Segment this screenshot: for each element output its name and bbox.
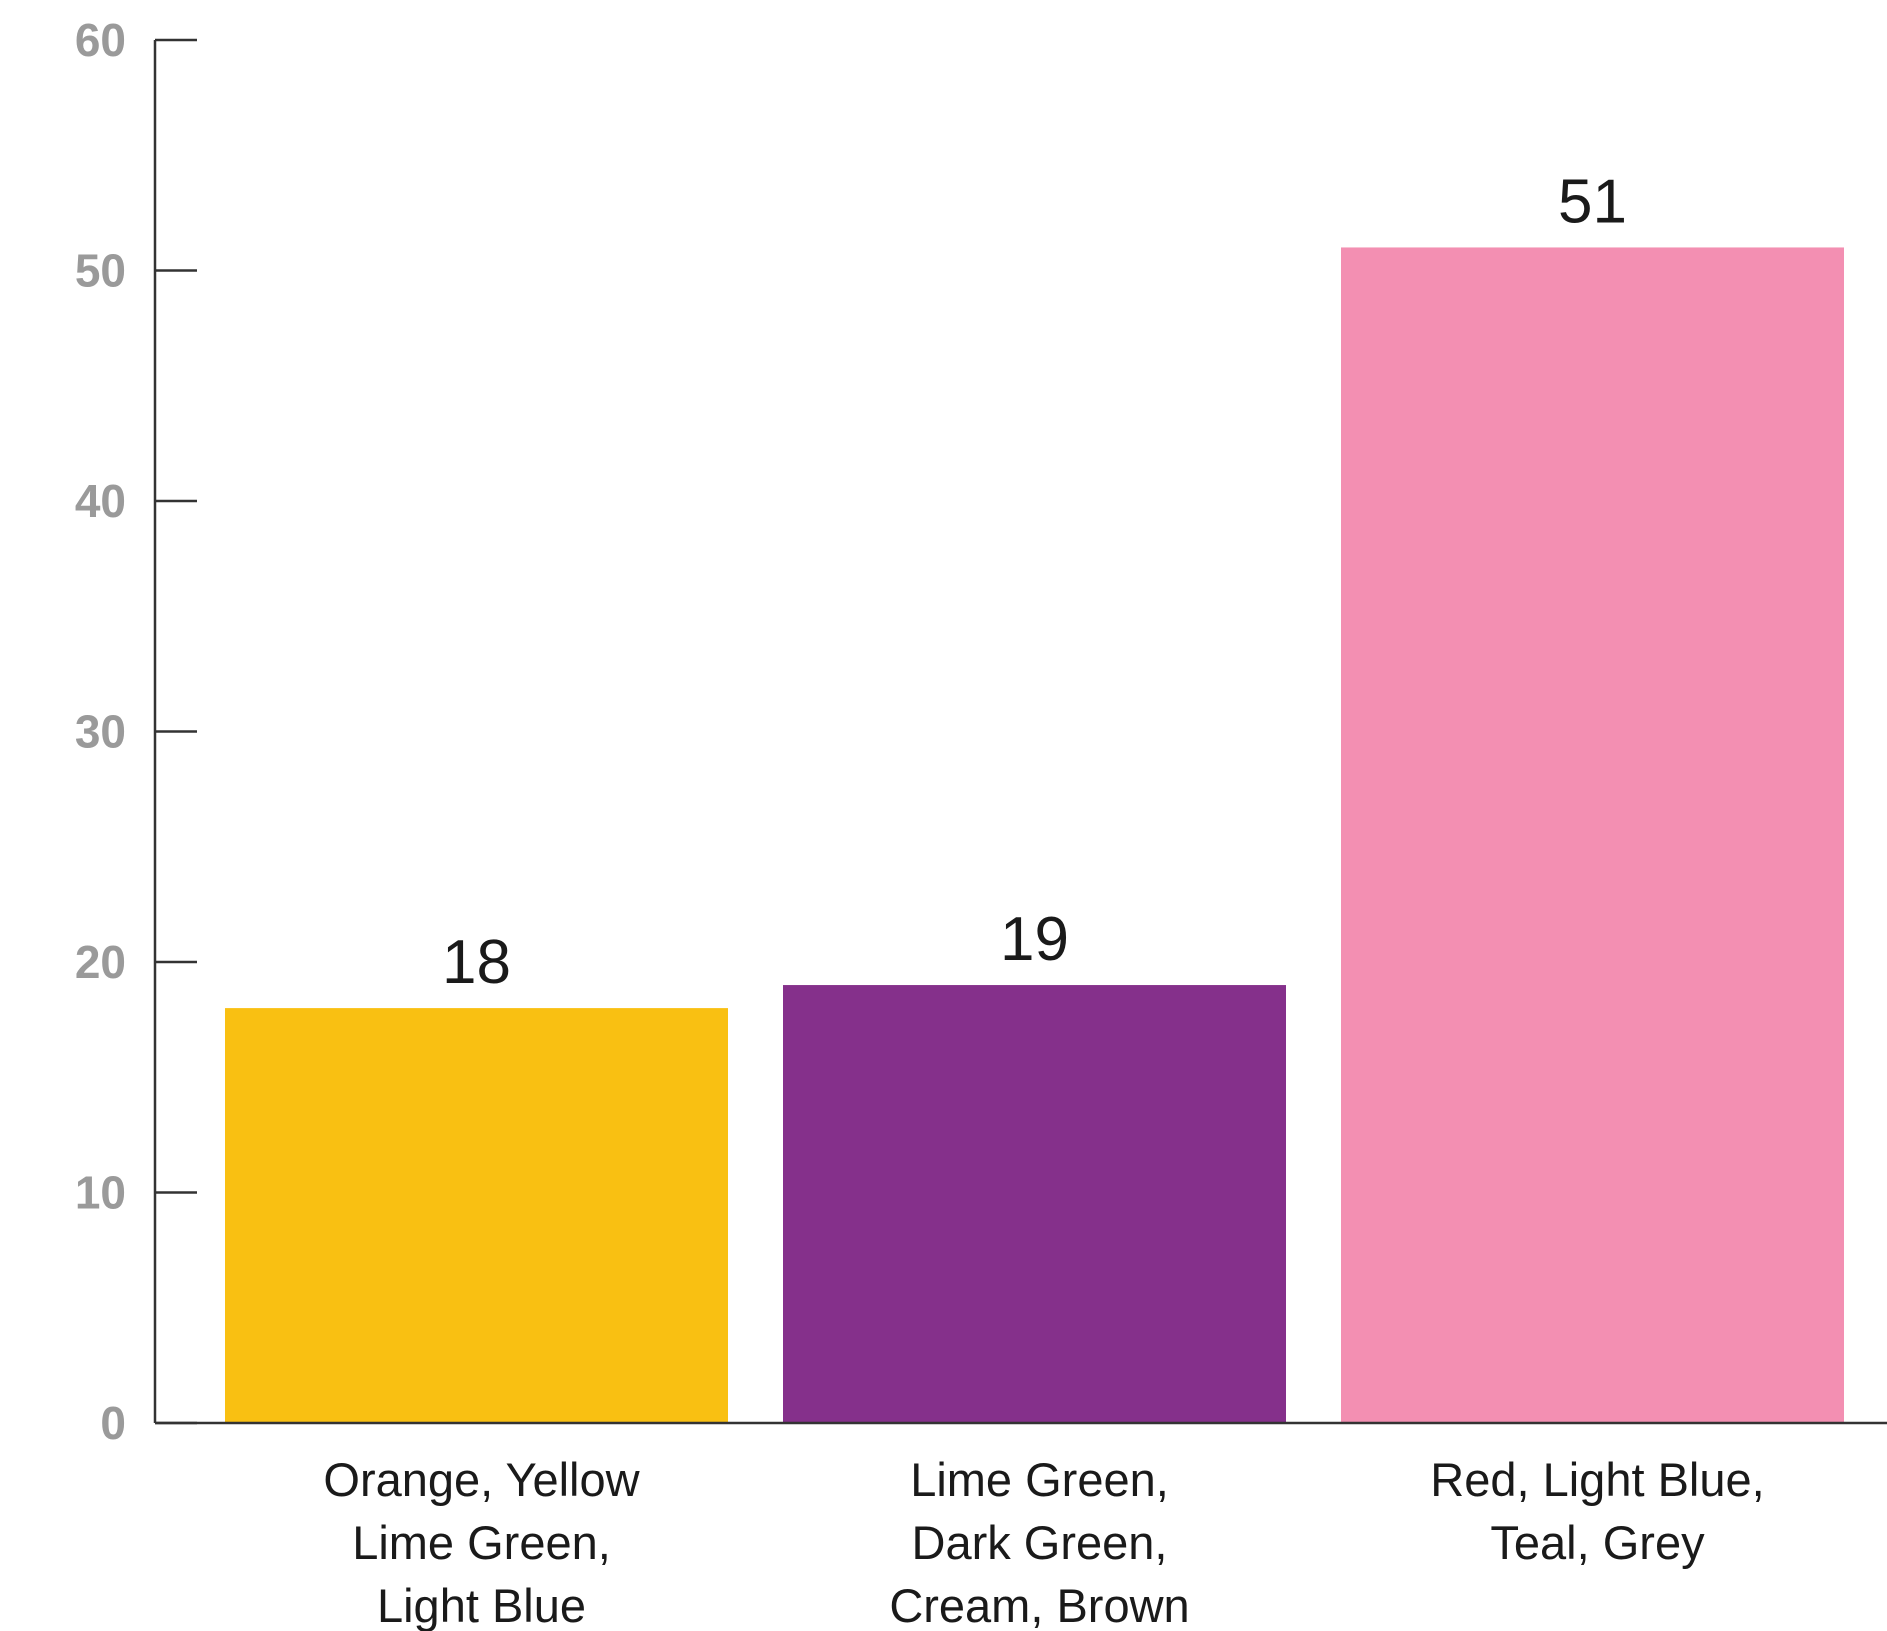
y-tick-label: 30: [75, 706, 126, 758]
x-category-label: Lime Green,: [352, 1516, 611, 1569]
x-category-label: Cream, Brown: [889, 1579, 1189, 1631]
y-tick-label: 50: [75, 245, 126, 297]
y-tick-label: 40: [75, 475, 126, 527]
y-tick-label: 10: [75, 1167, 126, 1219]
bar-value-label: 19: [1000, 905, 1069, 974]
y-tick-label: 60: [75, 14, 126, 66]
x-category-label: Lime Green,: [910, 1453, 1169, 1506]
y-tick-label: 0: [100, 1397, 126, 1449]
x-category-label: Orange, Yellow: [323, 1453, 640, 1506]
bar: [1341, 247, 1844, 1424]
x-category-label: Light Blue: [377, 1579, 586, 1631]
x-category-label: Dark Green,: [912, 1516, 1168, 1569]
x-category-label: Red, Light Blue,: [1430, 1453, 1764, 1506]
bar-value-label: 51: [1558, 167, 1627, 236]
bar: [225, 1008, 728, 1423]
category-labels: Orange, Yellow Lime Green, Light Blue Lime …: [323, 1453, 1764, 1631]
x-category-label: Teal, Grey: [1490, 1516, 1705, 1569]
value-labels: 18 19 51: [442, 167, 1627, 997]
bar-value-label: 18: [442, 928, 511, 997]
bar: [783, 985, 1286, 1423]
y-axis-ticks: 0 10 20 30 40 50 60: [75, 14, 197, 1449]
bars: [225, 247, 1844, 1424]
y-tick-label: 20: [75, 936, 126, 988]
